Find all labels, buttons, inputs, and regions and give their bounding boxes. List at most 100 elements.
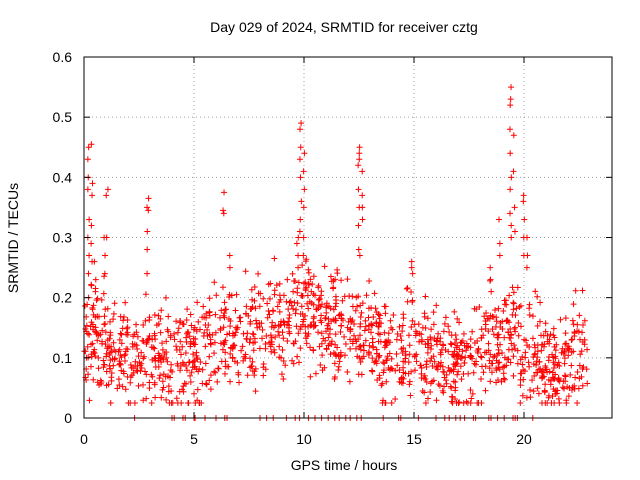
data-point: [257, 290, 264, 297]
data-point: [439, 341, 446, 348]
data-point: [574, 369, 581, 376]
data-point: [117, 360, 124, 367]
data-point: [188, 322, 195, 329]
data-point: [516, 303, 523, 310]
data-point: [103, 382, 110, 389]
data-point: [497, 341, 504, 348]
data-point: [276, 332, 283, 339]
data-point: [84, 186, 91, 193]
data-point: [115, 348, 122, 355]
data-point: [347, 325, 354, 332]
data-point: [475, 346, 482, 353]
data-point: [563, 399, 570, 406]
data-point: [259, 326, 266, 333]
data-point: [289, 270, 296, 277]
data-point: [503, 301, 510, 308]
data-point: [149, 356, 156, 363]
data-point: [510, 168, 517, 175]
data-point: [551, 361, 558, 368]
data-point: [538, 399, 545, 406]
data-point: [511, 325, 518, 332]
data-point: [227, 378, 234, 385]
data-point: [507, 150, 514, 157]
data-point: [148, 399, 155, 406]
data-point: [505, 356, 512, 363]
data-point: [408, 258, 415, 265]
data-point: [161, 350, 168, 357]
data-point: [522, 354, 529, 361]
data-point: [446, 329, 453, 336]
data-point: [537, 299, 544, 306]
data-point: [89, 192, 96, 199]
data-point: [213, 292, 220, 299]
data-point: [562, 315, 569, 322]
data-point: [356, 150, 363, 157]
data-point: [498, 378, 505, 385]
data-point: [576, 375, 583, 382]
data-point: [423, 361, 430, 368]
data-point: [422, 375, 429, 382]
data-point: [423, 358, 430, 365]
data-point: [422, 293, 429, 300]
data-point: [513, 305, 520, 312]
data-point: [517, 302, 524, 309]
data-point: [440, 328, 447, 335]
data-point: [545, 376, 552, 383]
data-point: [194, 386, 201, 393]
data-point: [307, 373, 314, 380]
data-point: [219, 284, 226, 291]
data-point: [349, 293, 356, 300]
data-point: [114, 385, 121, 392]
data-point: [562, 373, 569, 380]
data-point: [299, 293, 306, 300]
data-point: [534, 385, 541, 392]
data-point: [478, 335, 485, 342]
data-point: [431, 358, 438, 365]
data-point: [243, 310, 250, 317]
data-point: [312, 292, 319, 299]
data-point: [508, 84, 515, 91]
data-point: [485, 315, 492, 322]
data-point: [145, 207, 152, 214]
data-point: [500, 370, 507, 377]
data-point: [475, 399, 482, 406]
data-point: [443, 380, 450, 387]
data-point: [510, 372, 517, 379]
data-point: [458, 353, 465, 360]
data-point: [487, 276, 494, 283]
data-point: [463, 398, 470, 405]
data-point: [123, 345, 130, 352]
data-point: [207, 372, 214, 379]
data-point: [335, 367, 342, 374]
data-point: [112, 355, 119, 362]
data-point: [102, 320, 109, 327]
data-point: [500, 375, 507, 382]
data-point: [284, 337, 291, 344]
data-point: [437, 349, 444, 356]
data-point: [538, 375, 545, 382]
data-point: [543, 366, 550, 373]
data-point: [134, 345, 141, 352]
data-point: [250, 331, 257, 338]
data-point: [239, 343, 246, 350]
data-point: [472, 361, 479, 368]
data-point: [448, 398, 455, 405]
data-point: [532, 288, 539, 295]
data-point: [424, 315, 431, 322]
data-point: [294, 353, 301, 360]
data-point: [316, 295, 323, 302]
data-point: [332, 331, 339, 338]
data-point: [350, 332, 357, 339]
data-point: [124, 331, 131, 338]
data-point: [110, 316, 117, 323]
data-point: [430, 353, 437, 360]
data-point: [574, 321, 581, 328]
data-point: [424, 344, 431, 351]
data-point: [118, 354, 125, 361]
data-point: [227, 350, 234, 357]
data-point: [407, 392, 414, 399]
data-point: [373, 320, 380, 327]
data-point: [304, 333, 311, 340]
data-point: [248, 286, 255, 293]
data-point: [131, 341, 138, 348]
